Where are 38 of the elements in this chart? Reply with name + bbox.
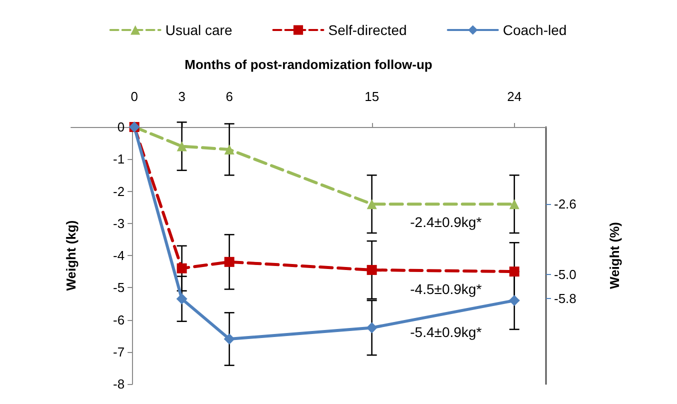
x-axis-title: Months of post-randomization follow-up <box>184 57 432 72</box>
y-tick-label: 0 <box>117 120 125 134</box>
point <box>176 293 188 304</box>
y-tick-label: -8 <box>113 376 125 392</box>
point <box>509 266 520 277</box>
point <box>224 144 234 154</box>
point <box>509 199 520 210</box>
x-tick-label: 24 <box>507 89 522 104</box>
y-tick-label: -7 <box>113 344 125 360</box>
annotation: -2.4±0.9kg* <box>410 214 482 230</box>
y-tick-label: -2 <box>113 184 125 199</box>
y2-tick-label: -5.0 <box>554 267 576 282</box>
x-tick-label: 6 <box>226 89 233 104</box>
y2-tick-label: -5.8 <box>554 290 576 306</box>
annotation: -4.5±0.9kg* <box>410 280 482 297</box>
point <box>224 334 235 345</box>
y-tick-label: -3 <box>113 216 125 231</box>
y-tick-label: -5 <box>113 280 125 296</box>
y-tick-label: -1 <box>113 152 125 167</box>
y-axis-title: Weight (kg) <box>64 220 79 291</box>
point <box>366 199 377 210</box>
x-tick-label: 0 <box>130 89 138 104</box>
y2-axis-title: Weight (%) <box>607 222 622 289</box>
y2-tick-label: -2.6 <box>554 196 576 212</box>
legend-label: Self-directed <box>328 22 407 38</box>
y-tick-label: -6 <box>113 312 125 328</box>
point <box>366 264 377 275</box>
annotation: -5.4±0.9kg* <box>410 324 482 340</box>
point <box>366 322 378 334</box>
x-tick-label: 15 <box>364 89 380 104</box>
point <box>224 256 234 267</box>
x-tick-label: 3 <box>178 89 186 104</box>
y-tick-label: -4 <box>113 248 125 263</box>
point <box>508 294 520 306</box>
legend-label: Coach-led <box>502 22 567 38</box>
point <box>176 141 187 152</box>
legend-label: Usual care <box>165 22 232 38</box>
point <box>176 263 187 274</box>
